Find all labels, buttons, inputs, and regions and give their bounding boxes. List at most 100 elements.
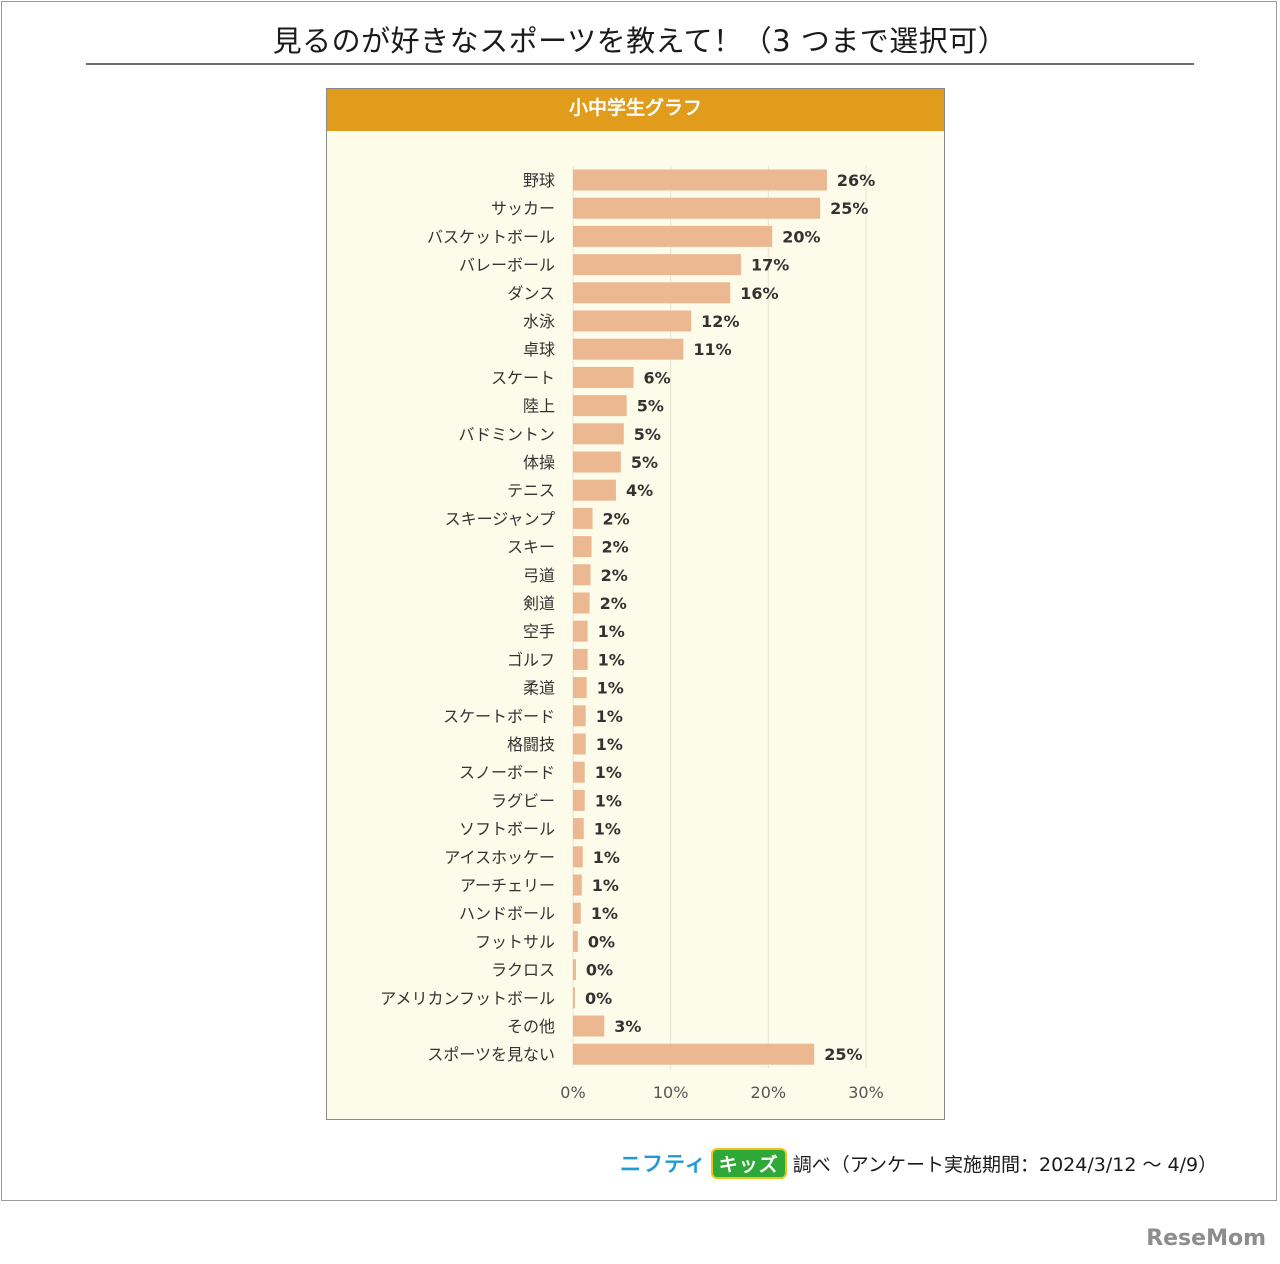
data-label: 4% [626, 481, 653, 500]
watermark-logo: ReseMom [1146, 1226, 1266, 1251]
data-label: 17% [751, 256, 789, 275]
bar [573, 930, 578, 952]
category-label: スキー [507, 538, 555, 557]
category-label: ダンス [507, 284, 555, 303]
data-label: 5% [631, 453, 658, 472]
brand-logo-text: ニフティ [620, 1152, 707, 1176]
bar [573, 846, 583, 868]
category-label: ゴルフ [507, 650, 555, 669]
bar [573, 818, 584, 840]
data-label: 2% [602, 538, 629, 557]
data-label: 2% [601, 566, 628, 585]
data-label: 1% [594, 820, 621, 839]
data-label: 2% [600, 594, 627, 613]
survey-note: 調べ（アンケート実施期間：2024/3/12 ～ 4/9） [792, 1153, 1218, 1176]
chart-title: 小中学生グラフ [327, 89, 944, 131]
bar [573, 395, 627, 417]
category-label: バレーボール [459, 256, 555, 275]
bar [573, 874, 582, 896]
data-label: 2% [603, 509, 630, 528]
bar [573, 366, 634, 388]
x-tick-label: 0% [560, 1083, 585, 1102]
data-label: 1% [595, 763, 622, 782]
data-label: 0% [588, 932, 615, 951]
chart-panel: 小中学生グラフ 0% 10% 20% 30% 野球 26% サッカー 25% バスケットボール 2… [326, 88, 945, 1120]
bar [573, 1015, 605, 1037]
x-tick-label: 10% [653, 1083, 689, 1102]
category-label: その他 [507, 1017, 555, 1036]
x-tick-label: 30% [848, 1083, 884, 1102]
category-label: 空手 [523, 622, 555, 641]
bar [573, 536, 592, 558]
title-divider [86, 63, 1194, 65]
category-label: テニス [507, 481, 555, 500]
data-label: 20% [782, 227, 820, 246]
category-label: ソフトボール [459, 820, 555, 839]
data-label: 3% [614, 1017, 641, 1036]
data-label: 25% [824, 1045, 862, 1064]
bar [573, 733, 586, 755]
bar [573, 648, 588, 670]
x-tick-label: 20% [751, 1083, 787, 1102]
data-label: 1% [593, 848, 620, 867]
data-label: 5% [637, 397, 664, 416]
bar [573, 1043, 815, 1065]
category-label: ハンドボール [459, 904, 555, 923]
category-label: 弓道 [523, 566, 555, 585]
data-label: 1% [597, 679, 624, 698]
bar [573, 423, 624, 445]
category-label: 水泳 [523, 312, 555, 331]
bar [573, 310, 692, 332]
data-label: 16% [740, 284, 778, 303]
bar [573, 479, 616, 501]
data-label: 1% [598, 650, 625, 669]
category-label: スケート [491, 368, 555, 387]
category-label: ラクロス [491, 961, 555, 980]
data-label: 5% [634, 425, 661, 444]
data-label: 1% [598, 622, 625, 641]
bar [573, 677, 587, 699]
data-label: 0% [586, 961, 613, 980]
category-label: 陸上 [523, 397, 555, 416]
data-label: 25% [830, 199, 868, 218]
category-label: スケートボード [443, 707, 555, 726]
category-label: アイスホッケー [444, 848, 555, 867]
bar [573, 254, 741, 276]
page-title: 見るのが好きなスポーツを教えて！（3 つまで選択可） [272, 24, 1008, 58]
category-label: 野球 [523, 171, 555, 190]
category-label: ラグビー [491, 791, 555, 810]
bar [573, 789, 585, 811]
data-label: 1% [596, 735, 623, 754]
bar [573, 225, 773, 247]
category-label: サッカー [491, 199, 555, 218]
bar [573, 761, 585, 783]
bar [573, 197, 821, 219]
category-label: フットサル [475, 932, 555, 951]
bar [573, 338, 684, 360]
category-label: 剣道 [523, 594, 555, 613]
category-label: 格闘技 [507, 735, 555, 754]
bar [573, 705, 586, 727]
data-label: 12% [701, 312, 739, 331]
category-label: アメリカンフットボール [380, 989, 555, 1008]
bar [573, 592, 590, 614]
bar [573, 620, 588, 642]
data-label: 0% [585, 989, 612, 1008]
bar [573, 564, 591, 586]
category-label: 卓球 [523, 340, 555, 359]
data-label: 1% [591, 904, 618, 923]
data-label: 6% [644, 368, 671, 387]
bar [573, 987, 575, 1009]
category-label: アーチェリー [460, 876, 555, 895]
data-label: 11% [693, 340, 731, 359]
bar [573, 959, 576, 981]
footer-source: ニフティ キッズ 調べ（アンケート実施期間：2024/3/12 ～ 4/9） [620, 1147, 1218, 1179]
bar [573, 282, 731, 304]
category-label: バスケットボール [427, 227, 555, 246]
bar [573, 902, 581, 924]
brand-logo-badge: キッズ [710, 1147, 787, 1179]
category-label: スノーボード [459, 763, 555, 782]
data-label: 1% [595, 791, 622, 810]
data-label: 26% [837, 171, 875, 190]
data-label: 1% [596, 707, 623, 726]
